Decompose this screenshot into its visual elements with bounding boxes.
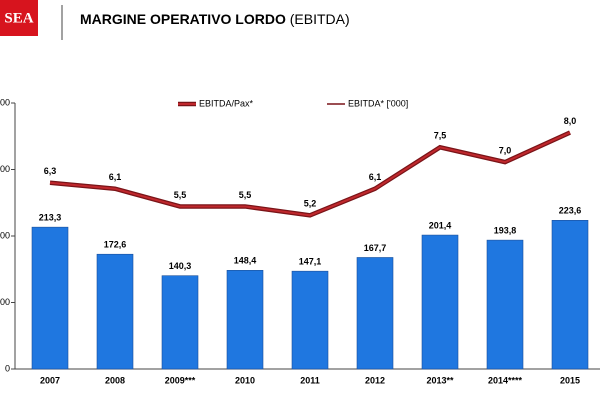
bar-value-label: 148,4 xyxy=(234,256,257,266)
line-value-label: 6,1 xyxy=(109,172,122,182)
line-value-label: 6,3 xyxy=(44,166,57,176)
x-tick-label: 2007 xyxy=(40,375,60,385)
line-value-label: 5,2 xyxy=(304,199,317,209)
bar-value-label: 147,1 xyxy=(299,257,322,267)
y-tick-label: 400 xyxy=(0,97,10,107)
bar-value-label: 223,6 xyxy=(559,206,582,216)
bar xyxy=(31,226,69,370)
x-tick-label: 2012 xyxy=(365,375,385,385)
x-tick-label: 2008 xyxy=(105,375,125,385)
line xyxy=(49,131,571,217)
bar-value-label: 193,8 xyxy=(494,225,517,235)
bar xyxy=(486,239,524,370)
line-value-label: 5,5 xyxy=(174,190,187,200)
bar xyxy=(226,270,264,370)
bar xyxy=(161,275,199,370)
bar-value-label: 140,3 xyxy=(169,261,192,271)
legend-label: EBITDA* ['000] xyxy=(348,98,408,108)
bar-value-label: 201,4 xyxy=(429,220,452,230)
x-tick-label: 2015 xyxy=(560,375,580,385)
bar xyxy=(356,257,394,370)
y-tick-label: 200 xyxy=(0,230,10,240)
bar-value-label: 172,6 xyxy=(104,240,127,250)
y-tick-label: 100 xyxy=(0,297,10,307)
y-tick-label: 300 xyxy=(0,164,10,174)
title: MARGINE OPERATIVO LORDO xyxy=(80,11,286,27)
bar xyxy=(551,220,589,370)
subtitle: (EBITDA) xyxy=(290,11,350,27)
x-tick-label: 2009*** xyxy=(165,375,196,385)
legend-label: EBITDA/Pax* xyxy=(199,98,254,108)
logo: SEA xyxy=(4,10,33,26)
line-value-label: 7,0 xyxy=(499,145,512,155)
bar-value-label: 213,3 xyxy=(39,213,62,223)
y-tick-label: 0 xyxy=(5,363,10,373)
x-tick-label: 2011 xyxy=(300,375,320,385)
x-tick-label: 2014**** xyxy=(488,375,523,385)
line-value-label: 5,5 xyxy=(239,190,252,200)
x-tick-label: 2010 xyxy=(235,375,255,385)
bar xyxy=(421,234,459,370)
line-value-label: 6,1 xyxy=(369,172,382,182)
line-value-label: 8,0 xyxy=(564,116,577,126)
x-tick-label: 2013** xyxy=(426,375,454,385)
bar xyxy=(291,270,329,370)
bar-value-label: 167,7 xyxy=(364,243,387,253)
chart-title: MARGINE OPERATIVO LORDO (EBITDA) xyxy=(80,11,350,27)
bar xyxy=(96,253,134,370)
logo-box xyxy=(0,0,38,36)
line-value-label: 7,5 xyxy=(434,131,447,141)
